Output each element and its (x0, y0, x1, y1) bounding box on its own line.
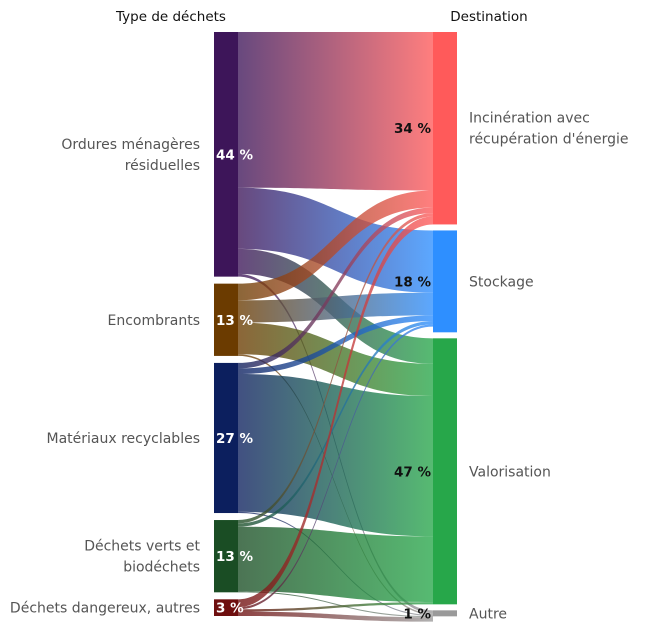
source-percent-omr: 44 % (216, 147, 253, 163)
target-label-inc: Incinération avec récupération d'énergie (469, 111, 628, 148)
source-node-mat (214, 362, 238, 514)
target-label-val: Valorisation (469, 464, 551, 480)
source-percent-vert: 13 % (216, 549, 253, 565)
header-destination: Destination (450, 9, 527, 25)
source-label-omr: Ordures ménagères résiduelles (61, 137, 200, 174)
link-enc-to-val (238, 322, 433, 397)
link-mat-to-val (238, 374, 433, 537)
links-layer (238, 32, 433, 622)
target-label-sto: Stockage (469, 274, 534, 290)
link-enc-to-sto (238, 292, 433, 323)
target-node-aut (433, 610, 457, 617)
target-percent-inc: 34 % (394, 121, 431, 137)
source-label-dang: Déchets dangereux, autres (10, 601, 200, 617)
target-percent-val: 47 % (394, 464, 431, 480)
source-label-mat: Matériaux recyclables (47, 431, 201, 447)
source-percent-enc: 13 % (216, 313, 253, 329)
labels-layer: 44 % Ordures ménagères résiduelles 13 % Enco… (10, 111, 629, 623)
source-percent-mat: 27 % (216, 431, 253, 447)
link-enc-to-inc (238, 190, 433, 301)
header-source: Type de déchets (115, 9, 226, 25)
link-omr-to-inc (238, 32, 433, 191)
source-node-dang (214, 599, 238, 616)
link-dang-to-sto (238, 324, 433, 610)
source-node-omr (214, 32, 238, 277)
link-vert-to-val (238, 526, 433, 603)
target-node-inc (433, 32, 457, 225)
link-vert-to-sto (238, 321, 433, 527)
nodes-layer (214, 32, 457, 617)
link-vert-to-aut (238, 591, 433, 618)
link-dang-to-inc (238, 216, 433, 608)
source-node-enc (214, 283, 238, 356)
target-node-sto (433, 230, 457, 333)
target-percent-aut: 1 % (403, 606, 431, 622)
link-mat-to-inc (238, 207, 433, 369)
target-node-val (433, 338, 457, 605)
source-label-enc: Encombrants (108, 313, 201, 329)
link-vert-to-inc (238, 213, 433, 524)
link-mat-to-sto (238, 315, 433, 375)
target-label-aut: Autre (469, 606, 507, 622)
source-label-vert: Déchets verts et biodéchets (84, 539, 200, 576)
target-percent-sto: 18 % (394, 274, 431, 290)
link-dang-to-aut (238, 611, 433, 622)
source-node-vert (214, 520, 238, 593)
link-dang-to-val (238, 602, 433, 612)
source-percent-dang: 3 % (216, 601, 244, 617)
